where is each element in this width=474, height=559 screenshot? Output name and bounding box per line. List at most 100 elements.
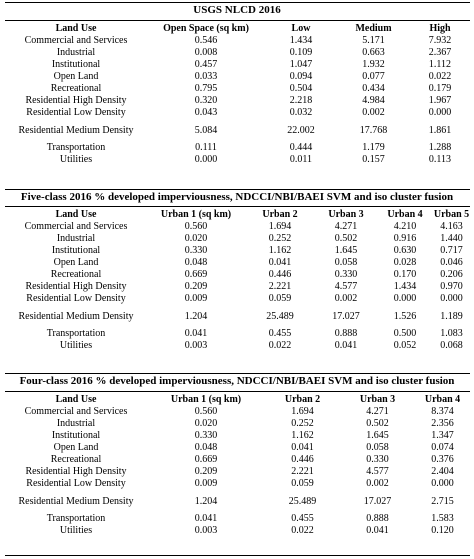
value-cell: 0.209 bbox=[184, 281, 208, 292]
column-header-land-use: Land Use bbox=[55, 393, 97, 405]
value-cell: 0.320 bbox=[194, 95, 218, 106]
table-row: Residential Low Density 0.009 0.059 0.002 0.… bbox=[5, 478, 470, 490]
value-cell: 0.020 bbox=[184, 233, 208, 244]
value-cell: 1.440 bbox=[440, 233, 463, 244]
land-use-cell: Residential Medium Density bbox=[18, 495, 134, 507]
value-cell: 0.033 bbox=[194, 71, 218, 82]
value-cell: 0.206 bbox=[440, 269, 463, 280]
value-cell: 0.157 bbox=[362, 154, 385, 165]
table-row: Residential Medium Density 1.204 25.489 17.… bbox=[5, 490, 470, 513]
value-cell: 1.434 bbox=[393, 281, 417, 292]
value-cell: 1.179 bbox=[362, 142, 385, 153]
value-cell: 0.022 bbox=[291, 525, 314, 536]
value-cell: 17.768 bbox=[359, 124, 388, 136]
bottom-rule bbox=[5, 555, 470, 556]
value-cell: 0.022 bbox=[428, 71, 452, 82]
land-use-cell: Open Land bbox=[53, 442, 99, 453]
land-use-cell: Institutional bbox=[51, 430, 101, 441]
section-rule bbox=[5, 206, 470, 207]
value-cell: 0.002 bbox=[366, 478, 389, 489]
table-row: Industrial 0.020 0.252 0.502 0.916 1.440 bbox=[5, 233, 470, 245]
value-cell: 0.000 bbox=[194, 154, 218, 165]
column-header-land-use: Land Use bbox=[55, 22, 97, 34]
section-rule bbox=[5, 20, 470, 21]
value-cell: 0.330 bbox=[366, 454, 389, 465]
value-cell: 25.489 bbox=[266, 310, 294, 322]
land-use-cell: Residential High Density bbox=[25, 466, 127, 477]
value-cell: 5.171 bbox=[362, 35, 385, 46]
land-use-cell: Commercial and Services bbox=[24, 406, 128, 417]
value-cell: 1.288 bbox=[428, 142, 452, 153]
value-cell: 0.009 bbox=[194, 478, 218, 489]
table-row: Transportation 0.111 0.444 1.179 1.288 bbox=[5, 142, 470, 154]
column-header: Open Space (sq km) bbox=[163, 22, 249, 34]
value-cell: 1.694 bbox=[291, 406, 314, 417]
value-cell: 2.367 bbox=[428, 47, 452, 58]
value-cell: 0.041 bbox=[366, 525, 389, 536]
value-cell: 0.669 bbox=[184, 269, 208, 280]
value-cell: 17.027 bbox=[332, 310, 360, 322]
value-cell: 1.861 bbox=[428, 124, 452, 136]
value-cell: 0.446 bbox=[291, 454, 314, 465]
value-cell: 0.170 bbox=[393, 269, 417, 280]
value-cell: 1.645 bbox=[334, 245, 358, 256]
table-row: Commercial and Services 0.560 1.694 4.271 8.… bbox=[5, 406, 470, 418]
value-cell: 1.204 bbox=[184, 310, 208, 322]
table-row: Commercial and Services 0.560 1.694 4.271 4.… bbox=[5, 221, 470, 233]
table-row: Institutional 0.457 1.047 1.932 1.112 bbox=[5, 59, 470, 71]
table-header-row: Land Use Open Space (sq km) Low Medium High bbox=[5, 21, 470, 35]
table-row: Recreational 0.669 0.446 0.330 0.170 0.206 bbox=[5, 269, 470, 281]
value-cell: 1.526 bbox=[393, 310, 417, 322]
value-cell: 0.376 bbox=[431, 454, 454, 465]
value-cell: 8.374 bbox=[431, 406, 454, 417]
value-cell: 0.717 bbox=[440, 245, 463, 256]
land-use-cell: Transportation bbox=[46, 513, 106, 524]
table-row: Utilities 0.000 0.011 0.157 0.113 bbox=[5, 154, 470, 166]
value-cell: 0.041 bbox=[291, 442, 314, 453]
column-header: Urban 2 bbox=[262, 208, 298, 220]
column-header: Urban 2 bbox=[284, 393, 321, 405]
table-four-class: Land Use Urban 1 (sq km) Urban 2 Urban 3 Urb… bbox=[5, 392, 470, 537]
table-nlcd: Land Use Open Space (sq km) Low Medium High … bbox=[5, 21, 470, 166]
value-cell: 0.669 bbox=[194, 454, 218, 465]
value-cell: 0.059 bbox=[268, 293, 292, 304]
value-cell: 22.002 bbox=[287, 124, 315, 136]
section-rule bbox=[5, 189, 470, 190]
value-cell: 0.970 bbox=[440, 281, 463, 292]
value-cell: 0.111 bbox=[195, 142, 217, 153]
value-cell: 1.162 bbox=[268, 245, 292, 256]
table-row: Residential Low Density 0.009 0.059 0.002 0.… bbox=[5, 293, 470, 305]
value-cell: 1.645 bbox=[366, 430, 389, 441]
value-cell: 0.560 bbox=[194, 406, 218, 417]
value-cell: 1.347 bbox=[431, 430, 454, 441]
value-cell: 4.271 bbox=[334, 221, 358, 232]
value-cell: 0.434 bbox=[362, 83, 385, 94]
land-use-cell: Residential High Density bbox=[25, 281, 127, 292]
table-row: Residential High Density 0.209 2.221 4.577 2… bbox=[5, 466, 470, 478]
value-cell: 0.032 bbox=[289, 107, 313, 118]
value-cell: 0.330 bbox=[334, 269, 358, 280]
value-cell: 1.162 bbox=[291, 430, 314, 441]
land-use-cell: Industrial bbox=[56, 233, 96, 244]
land-use-cell: Residential Low Density bbox=[26, 293, 126, 304]
table-row: Industrial 0.008 0.109 0.663 2.367 bbox=[5, 47, 470, 59]
table-row: Industrial 0.020 0.252 0.502 2.356 bbox=[5, 418, 470, 430]
value-cell: 0.000 bbox=[428, 107, 452, 118]
land-use-cell: Commercial and Services bbox=[24, 35, 128, 46]
value-cell: 0.003 bbox=[194, 525, 218, 536]
land-use-cell: Residential Low Density bbox=[26, 478, 126, 489]
value-cell: 0.003 bbox=[184, 340, 208, 351]
value-cell: 1.204 bbox=[194, 495, 218, 507]
value-cell: 0.546 bbox=[194, 35, 218, 46]
value-cell: 0.916 bbox=[393, 233, 417, 244]
value-cell: 0.041 bbox=[194, 513, 218, 524]
value-cell: 0.109 bbox=[289, 47, 313, 58]
value-cell: 0.252 bbox=[268, 233, 292, 244]
value-cell: 0.077 bbox=[362, 71, 385, 82]
table-row: Institutional 0.330 1.162 1.645 0.630 0.717 bbox=[5, 245, 470, 257]
land-use-cell: Institutional bbox=[51, 59, 101, 70]
land-use-cell: Transportation bbox=[46, 142, 106, 153]
value-cell: 0.455 bbox=[268, 328, 292, 339]
value-cell: 25.489 bbox=[288, 495, 317, 507]
